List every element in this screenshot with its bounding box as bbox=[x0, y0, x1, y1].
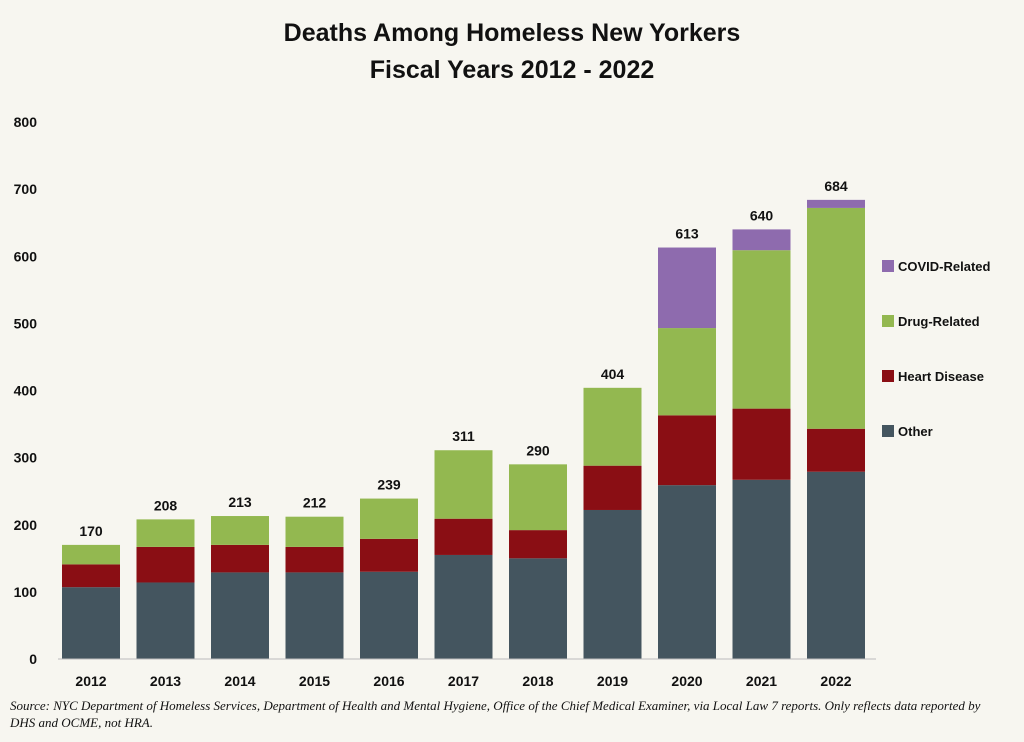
bar-segment-drug-related-2017 bbox=[434, 450, 493, 519]
bar-segment-other-2021 bbox=[732, 479, 791, 659]
y-tick-label: 300 bbox=[14, 450, 38, 466]
bar-segment-heart-disease-2021 bbox=[732, 408, 791, 480]
bar-segment-drug-related-2013 bbox=[136, 519, 195, 547]
bar-segment-drug-related-2012 bbox=[62, 544, 120, 565]
y-tick-label: 0 bbox=[29, 651, 37, 667]
bar-segment-covid-related-2020 bbox=[658, 247, 716, 329]
legend-label-drug-related: Drug-Related bbox=[898, 314, 980, 329]
x-tick-label: 2017 bbox=[448, 673, 479, 689]
x-tick-label: 2015 bbox=[299, 673, 330, 689]
x-tick-label: 2020 bbox=[671, 673, 702, 689]
total-label: 208 bbox=[154, 497, 178, 513]
x-tick-label: 2014 bbox=[224, 673, 255, 689]
x-tick-label: 2019 bbox=[597, 673, 628, 689]
bar-segment-other-2022 bbox=[807, 471, 865, 659]
bar-segment-other-2017 bbox=[434, 554, 493, 659]
legend-swatch-covid-related bbox=[882, 260, 894, 272]
legend-swatch-heart-disease bbox=[882, 370, 894, 382]
source-note: Source: NYC Department of Homeless Servi… bbox=[10, 698, 981, 730]
x-tick-label: 2018 bbox=[522, 673, 553, 689]
x-axis: 2012 2013 2014 2015 2016 2017 2018 2019 2020 2021… bbox=[75, 673, 851, 689]
total-label: 213 bbox=[228, 494, 252, 510]
total-label: 404 bbox=[601, 366, 625, 382]
legend: COVID-Related Drug-Related Heart Disease Ot… bbox=[882, 259, 991, 439]
bar-segment-heart-disease-2020 bbox=[658, 415, 716, 486]
bar-segment-other-2020 bbox=[658, 485, 716, 659]
total-label: 239 bbox=[377, 477, 401, 493]
legend-swatch-other bbox=[882, 425, 894, 437]
bar-segment-other-2012 bbox=[62, 587, 120, 659]
bar-segment-drug-related-2015 bbox=[285, 516, 344, 547]
chart-title-line-1: Deaths Among Homeless New Yorkers bbox=[284, 19, 741, 47]
plot-area bbox=[62, 199, 865, 659]
bar-segment-other-2019 bbox=[583, 509, 642, 659]
bar-segment-heart-disease-2014 bbox=[211, 544, 269, 573]
bar-segment-other-2014 bbox=[211, 572, 269, 659]
x-tick-label: 2022 bbox=[820, 673, 851, 689]
legend-swatch-drug-related bbox=[882, 315, 894, 327]
bar-segment-heart-disease-2019 bbox=[583, 465, 642, 510]
bar-segment-drug-related-2019 bbox=[583, 387, 642, 466]
bar-segment-other-2016 bbox=[360, 571, 418, 659]
y-tick-label: 500 bbox=[14, 315, 38, 331]
total-label: 684 bbox=[824, 178, 848, 194]
total-labels: 170 208 213 212 239 311 290 404 613 640 684 bbox=[79, 178, 848, 539]
y-tick-label: 100 bbox=[14, 584, 38, 600]
bar-segment-other-2018 bbox=[509, 558, 567, 659]
bar-segment-heart-disease-2018 bbox=[509, 530, 567, 559]
bar-segment-other-2015 bbox=[285, 572, 344, 659]
total-label: 311 bbox=[452, 428, 475, 444]
bar-segment-covid-related-2022 bbox=[807, 199, 865, 208]
y-axis: 0 100 200 300 400 500 600 700 800 bbox=[14, 114, 38, 667]
x-tick-label: 2013 bbox=[150, 673, 181, 689]
legend-label-heart-disease: Heart Disease bbox=[898, 369, 984, 384]
total-label: 170 bbox=[79, 523, 103, 539]
y-tick-label: 800 bbox=[14, 114, 38, 130]
y-tick-label: 600 bbox=[14, 248, 38, 264]
bar-segment-drug-related-2016 bbox=[360, 498, 418, 539]
bar-segment-heart-disease-2016 bbox=[360, 538, 418, 572]
y-tick-label: 700 bbox=[14, 181, 38, 197]
legend-label-other: Other bbox=[898, 424, 933, 439]
bar-segment-other-2013 bbox=[136, 582, 195, 659]
bar-segment-drug-related-2020 bbox=[658, 328, 716, 416]
total-label: 613 bbox=[675, 226, 699, 242]
bar-segment-heart-disease-2022 bbox=[807, 428, 865, 472]
bar-segment-heart-disease-2015 bbox=[285, 546, 344, 573]
x-tick-label: 2016 bbox=[373, 673, 404, 689]
bar-segment-heart-disease-2017 bbox=[434, 518, 493, 555]
bar-segment-drug-related-2021 bbox=[732, 250, 791, 409]
bar-segment-drug-related-2014 bbox=[211, 516, 269, 545]
total-label: 640 bbox=[750, 207, 774, 223]
total-label: 290 bbox=[526, 442, 550, 458]
total-label: 212 bbox=[303, 495, 327, 511]
bar-segment-covid-related-2021 bbox=[732, 229, 791, 251]
x-tick-label: 2012 bbox=[75, 673, 106, 689]
x-tick-label: 2021 bbox=[746, 673, 777, 689]
y-tick-label: 400 bbox=[14, 383, 38, 399]
bar-segment-drug-related-2022 bbox=[807, 207, 865, 429]
bar-segment-drug-related-2018 bbox=[509, 464, 567, 531]
legend-label-covid-related: COVID-Related bbox=[898, 259, 991, 274]
bar-segment-heart-disease-2013 bbox=[136, 546, 195, 583]
y-tick-label: 200 bbox=[14, 517, 38, 533]
chart-title-line-2: Fiscal Years 2012 - 2022 bbox=[370, 56, 655, 84]
bar-segment-heart-disease-2012 bbox=[62, 564, 120, 588]
